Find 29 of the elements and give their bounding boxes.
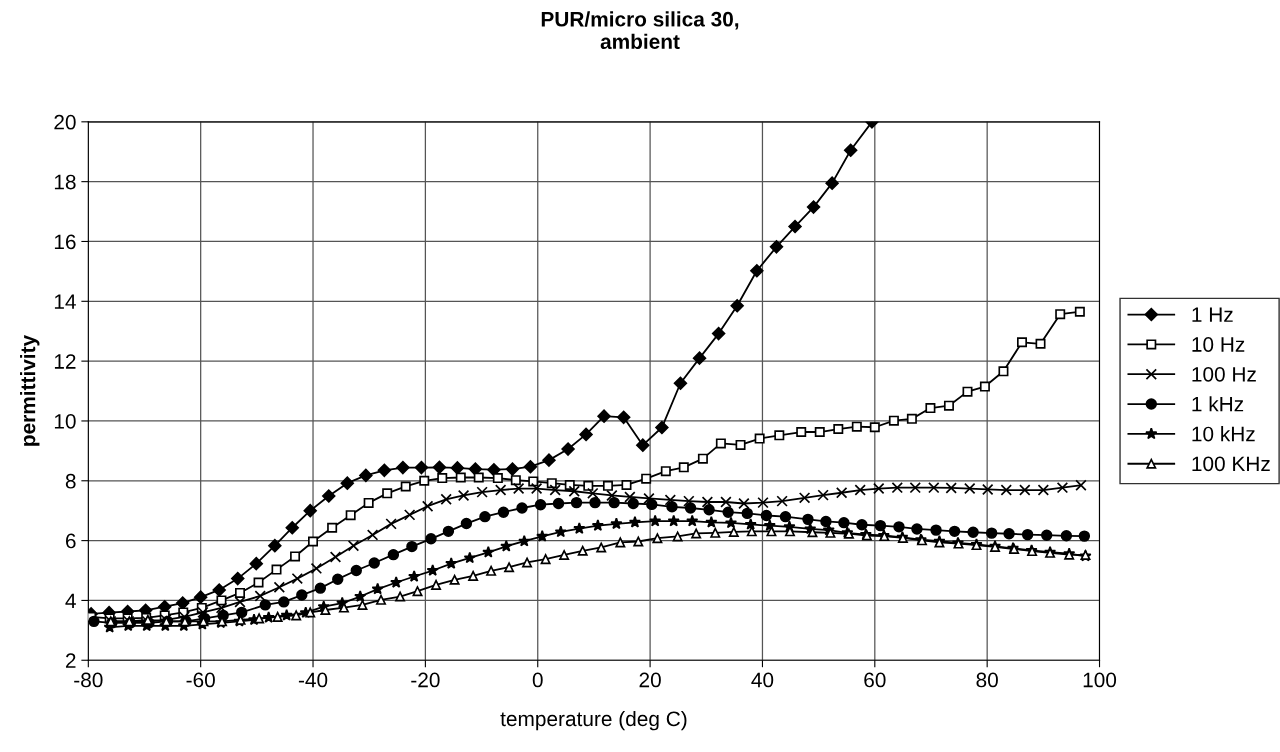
y-axis-title: permittivity <box>20 335 40 446</box>
x-tick-label: -40 <box>298 672 328 688</box>
x-axis-title: temperature (deg C) <box>500 710 687 731</box>
x-tick-label: 100 <box>1083 672 1117 688</box>
x-tick-label: 40 <box>751 672 774 688</box>
y-tick-label: 8 <box>65 473 76 489</box>
y-tick-label: 16 <box>54 234 76 250</box>
chart-title: PUR/micro silica 30, ambient <box>541 11 739 50</box>
y-tick-label: 20 <box>54 114 76 130</box>
y-tick-label: 14 <box>54 294 76 309</box>
y-tick-label: 2 <box>65 653 76 668</box>
legend-label: 1 Hz <box>1192 307 1233 322</box>
y-tick-label: 18 <box>54 174 76 190</box>
y-tick-label: 6 <box>65 533 76 549</box>
y-tick-label: 4 <box>65 593 76 608</box>
legend-label: 100 Hz <box>1192 366 1256 382</box>
x-tick-label: 80 <box>976 672 998 688</box>
legend-label: 1 kHz <box>1192 396 1244 412</box>
x-tick-label: 0 <box>532 672 543 688</box>
x-tick-label: -80 <box>74 672 103 688</box>
legend-label: 100 KHz <box>1192 456 1270 472</box>
y-tick-label: 10 <box>54 413 76 429</box>
legend-label: 10 kHz <box>1192 426 1255 442</box>
y-tick-label: 12 <box>54 354 76 369</box>
x-tick-label: 60 <box>864 672 886 688</box>
legend-label: 10 Hz <box>1192 337 1245 352</box>
x-tick-label: -20 <box>411 672 440 688</box>
x-tick-label: -60 <box>186 672 215 688</box>
x-tick-label: 20 <box>639 672 661 688</box>
